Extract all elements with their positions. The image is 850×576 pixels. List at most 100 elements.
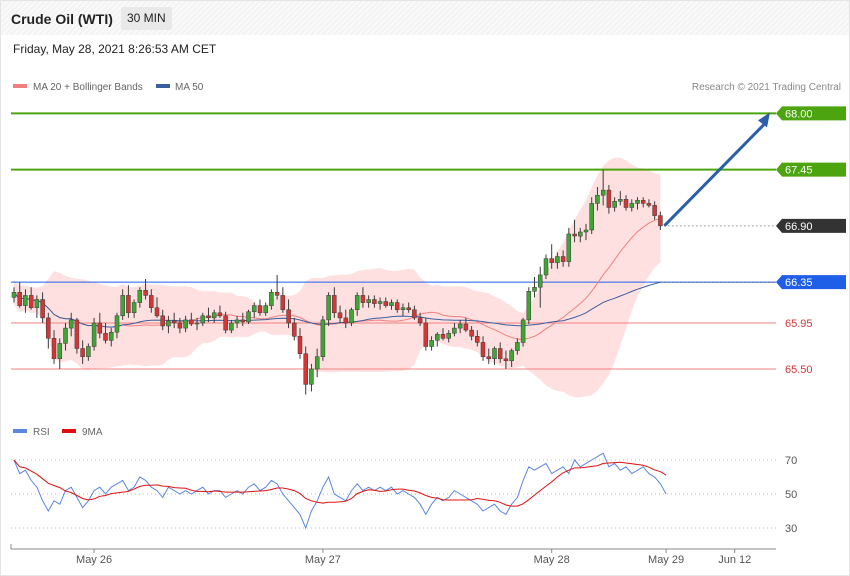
bullish-candle-body bbox=[34, 299, 40, 308]
candle bbox=[612, 197, 617, 212]
candle bbox=[360, 287, 366, 308]
bullish-candle-body bbox=[326, 295, 331, 321]
candle bbox=[635, 197, 640, 210]
candle bbox=[211, 309, 217, 323]
candle bbox=[429, 336, 434, 351]
price-label-tag bbox=[776, 218, 846, 233]
candle bbox=[200, 312, 206, 327]
candle bbox=[251, 302, 257, 318]
bearish-candle-body bbox=[240, 319, 246, 323]
candle bbox=[34, 295, 40, 318]
candle bbox=[440, 328, 446, 341]
bullish-candle-body bbox=[629, 203, 635, 208]
candle bbox=[658, 211, 663, 230]
bearish-candle-body bbox=[623, 199, 629, 208]
candle bbox=[606, 184, 612, 214]
bullish-candle-body bbox=[68, 319, 74, 329]
bearish-candle-body bbox=[463, 323, 469, 331]
chart-title: Crude Oil (WTI) bbox=[11, 11, 113, 27]
bearish-candle-body bbox=[206, 315, 211, 319]
candle bbox=[120, 289, 125, 320]
bullish-candle-body bbox=[23, 295, 28, 306]
rsi-level-label: 70 bbox=[785, 455, 797, 467]
bullish-candle-body bbox=[131, 302, 137, 313]
bullish-candle-body bbox=[583, 229, 589, 233]
candle bbox=[400, 303, 406, 316]
bearish-candle-body bbox=[480, 342, 486, 357]
bearish-candle-body bbox=[154, 307, 160, 317]
candle bbox=[406, 302, 411, 313]
target-arrow-shaft bbox=[663, 120, 769, 227]
bullish-candle-body bbox=[211, 312, 217, 319]
price-label-resistance: 68.00 bbox=[776, 106, 846, 121]
bullish-candle-body bbox=[520, 319, 526, 343]
rsi-level-label: 30 bbox=[785, 523, 797, 535]
price-label-support: 65.50 bbox=[785, 364, 813, 376]
rsi-legend-label: RSI bbox=[33, 427, 50, 438]
interval-badge[interactable]: 30 MIN bbox=[121, 7, 172, 30]
bullish-candle-body bbox=[86, 346, 91, 357]
candle bbox=[171, 312, 177, 329]
price-label-text: 66.35 bbox=[785, 277, 813, 289]
bullish-candle-body bbox=[578, 231, 583, 237]
price-label-pivot: 66.35 bbox=[776, 275, 846, 290]
candle bbox=[63, 322, 68, 351]
price-label-text: 67.45 bbox=[785, 165, 813, 177]
candle bbox=[377, 297, 383, 310]
bearish-candle-body bbox=[292, 322, 297, 337]
candle bbox=[149, 289, 154, 313]
bearish-candle-body bbox=[337, 312, 343, 319]
bearish-candle-body bbox=[417, 317, 423, 324]
bearish-candle-body bbox=[223, 315, 228, 331]
price-label-tag bbox=[776, 275, 846, 290]
bearish-candle-body bbox=[372, 299, 377, 304]
candle bbox=[263, 302, 268, 316]
bullish-candle-body bbox=[229, 322, 234, 331]
bullish-candle-body bbox=[635, 200, 640, 204]
price-label-text: 65.95 bbox=[785, 318, 813, 330]
bullish-candle-body bbox=[618, 199, 623, 202]
bearish-candle-body bbox=[440, 333, 446, 339]
candle bbox=[183, 315, 188, 333]
bearish-candle-body bbox=[297, 336, 303, 354]
bearish-candle-body bbox=[412, 309, 417, 319]
price-label-support: 65.95 bbox=[785, 318, 813, 330]
candle bbox=[623, 195, 629, 211]
bearish-candle-body bbox=[423, 322, 429, 347]
candle bbox=[366, 295, 371, 308]
bearish-candle-body bbox=[406, 307, 411, 310]
bearish-candle-body bbox=[126, 295, 131, 314]
candle bbox=[497, 342, 503, 363]
candle bbox=[217, 305, 223, 318]
bearish-candle-body bbox=[503, 358, 509, 362]
candle bbox=[126, 285, 131, 318]
bullish-candle-body bbox=[366, 299, 371, 303]
bearish-candle-body bbox=[383, 301, 389, 306]
candle bbox=[223, 311, 228, 334]
timestamp: Friday, May 28, 2021 8:26:53 AM CET bbox=[13, 42, 217, 56]
candle bbox=[394, 299, 400, 313]
bullish-candle-body bbox=[251, 305, 257, 312]
bearish-candle-body bbox=[549, 258, 554, 263]
candle bbox=[600, 169, 606, 206]
bearish-candle-body bbox=[177, 322, 183, 329]
bearish-candle-body bbox=[143, 290, 148, 296]
candle bbox=[86, 343, 91, 361]
candle bbox=[108, 328, 114, 347]
candle bbox=[486, 348, 492, 364]
bearish-candle-body bbox=[497, 348, 503, 359]
candle bbox=[566, 227, 572, 267]
bearish-candle-body bbox=[560, 256, 566, 262]
candle bbox=[131, 299, 137, 318]
candle bbox=[532, 276, 537, 298]
candle bbox=[309, 363, 314, 392]
bullish-candle-body bbox=[612, 201, 617, 208]
bullish-candle-body bbox=[515, 342, 520, 351]
x-tick-label: May 26 bbox=[76, 554, 112, 566]
bullish-candle-body bbox=[183, 319, 188, 329]
candle bbox=[618, 191, 623, 206]
candle bbox=[412, 305, 417, 320]
bearish-candle-body bbox=[332, 295, 337, 314]
candle bbox=[526, 287, 532, 325]
bullish-candle-body bbox=[595, 194, 600, 204]
